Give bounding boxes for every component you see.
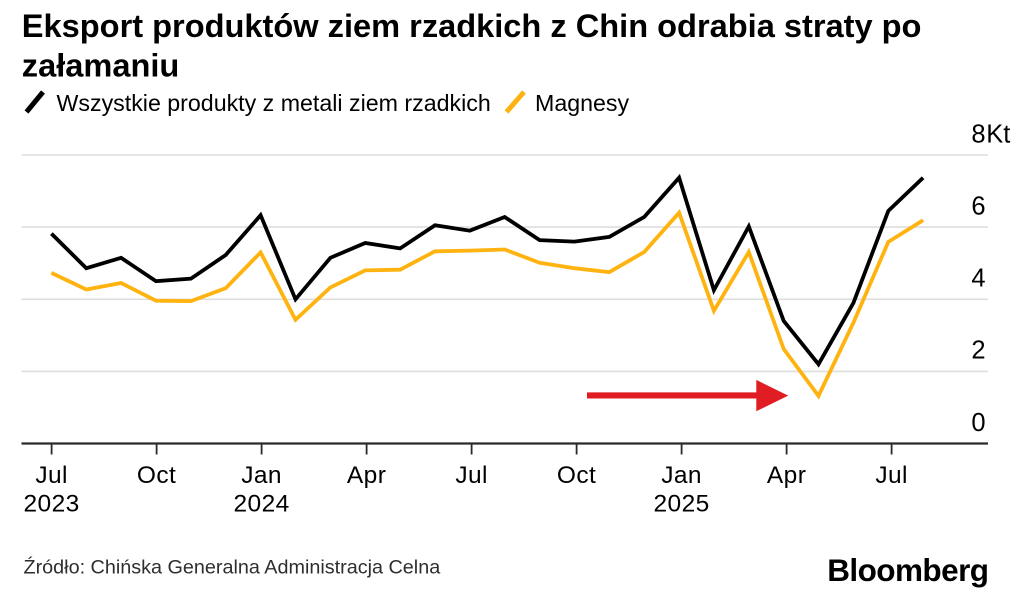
svg-text:Eksport produktów ziem rzadkic: Eksport produktów ziem rzadkich z Chin o… [22,7,922,44]
svg-text:Źródło: Chińska Generalna Admi: Źródło: Chińska Generalna Administracja … [24,556,441,579]
svg-text:0: 0 [971,409,985,437]
svg-text:Magnesy: Magnesy [535,90,629,116]
svg-text:Jul: Jul [875,462,908,489]
svg-text:Apr: Apr [347,462,386,489]
svg-text:4: 4 [971,265,985,293]
svg-text:Kt: Kt [986,120,1010,148]
svg-text:Oct: Oct [137,462,176,489]
svg-text:2025: 2025 [654,491,710,518]
svg-text:Oct: Oct [557,462,596,489]
svg-text:Jan: Jan [241,462,282,489]
svg-text:2024: 2024 [234,491,290,518]
svg-text:6: 6 [971,192,985,220]
svg-text:Apr: Apr [767,462,806,489]
svg-text:8: 8 [971,120,985,148]
svg-text:załamaniu: załamaniu [22,47,180,84]
svg-text:Bloomberg: Bloomberg [827,552,988,588]
svg-text:2023: 2023 [24,491,80,518]
svg-text:Jul: Jul [35,462,68,489]
svg-text:Jan: Jan [661,462,702,489]
svg-text:Wszystkie produkty z metali zi: Wszystkie produkty z metali ziem rzadkic… [57,90,491,116]
svg-text:Jul: Jul [455,462,488,489]
svg-text:2: 2 [971,337,985,365]
